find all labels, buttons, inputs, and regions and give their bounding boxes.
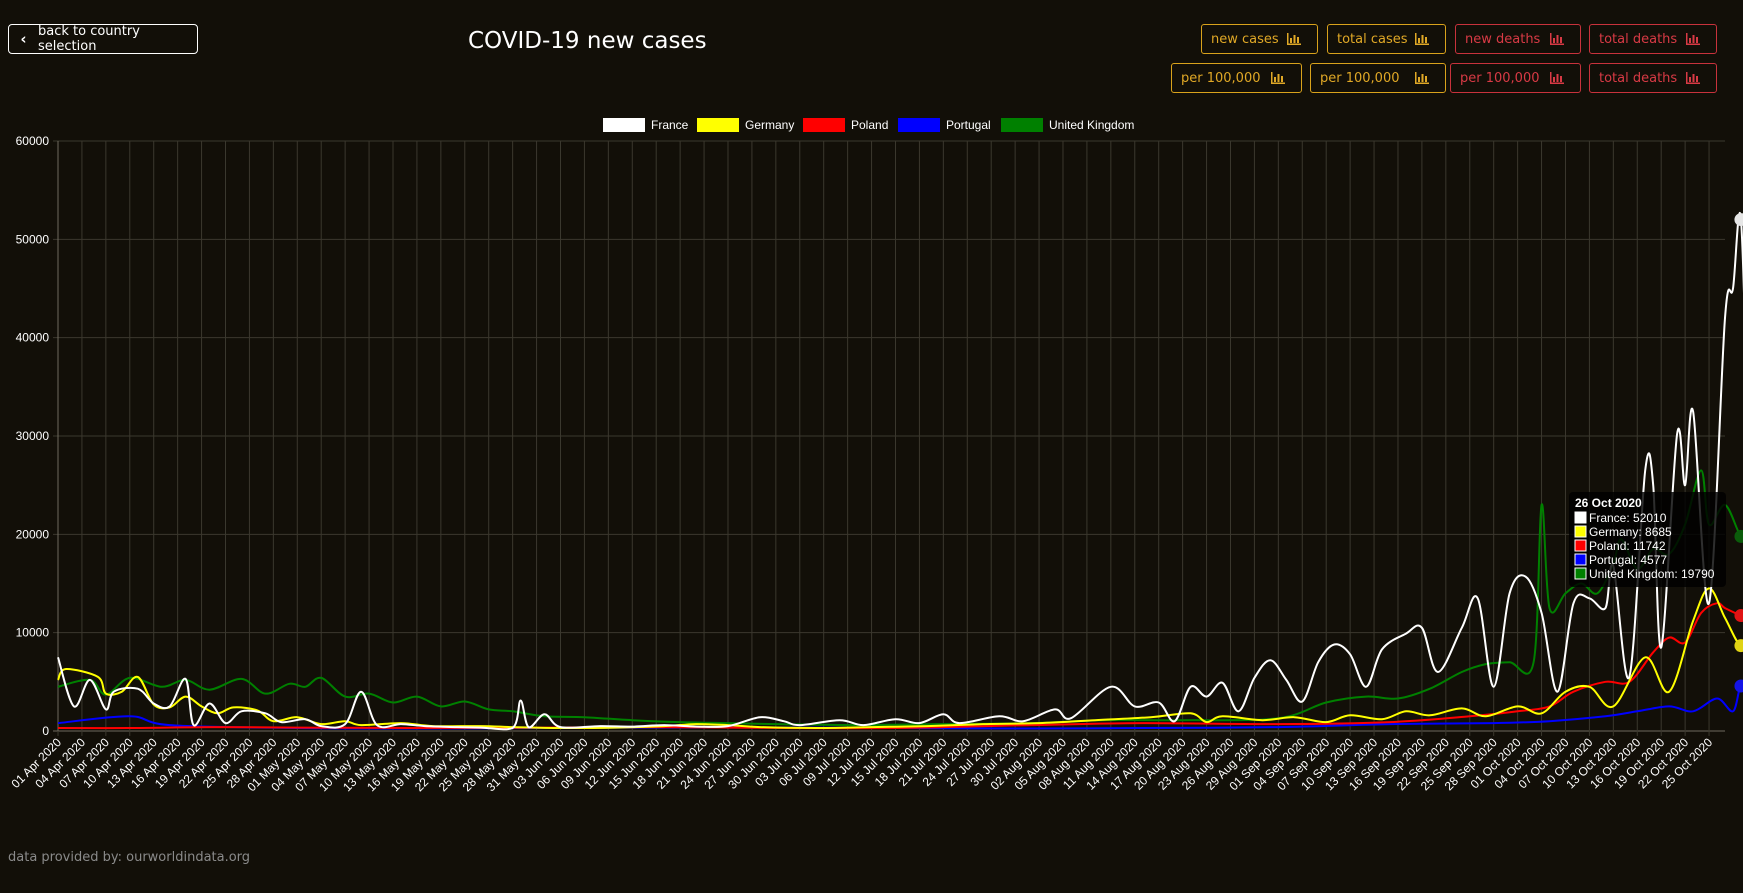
- legend-label: United Kingdom: [1049, 118, 1134, 132]
- back-button[interactable]: ‹ back to country selection: [8, 24, 198, 54]
- metric-button-label: new cases: [1211, 31, 1279, 47]
- legend-swatch: [697, 118, 739, 132]
- y-tick-label: 0: [42, 724, 49, 738]
- metric-button-5[interactable]: per 100,000: [1310, 63, 1446, 93]
- tooltip-title: 26 Oct 2020: [1575, 496, 1642, 510]
- bar-chart-icon: [1271, 72, 1285, 84]
- metric-button-label: per 100,000: [1181, 70, 1261, 86]
- highlight-point: [1734, 609, 1743, 623]
- bar-chart-icon: [1686, 33, 1700, 45]
- legend-swatch: [1001, 118, 1043, 132]
- bar-chart-icon: [1686, 72, 1700, 84]
- y-tick-label: 60000: [16, 134, 50, 148]
- highlight-point: [1734, 529, 1743, 543]
- tooltip-swatch: [1574, 525, 1587, 538]
- tooltip-line: Portugal: 4577: [1589, 553, 1667, 567]
- series-line-germany: [57, 587, 1743, 730]
- series-line-france: [57, 212, 1743, 731]
- metric-button-label: new deaths: [1465, 31, 1541, 47]
- y-tick-label: 50000: [16, 232, 50, 246]
- series-line-poland: [57, 602, 1743, 730]
- bar-chart-icon: [1287, 33, 1301, 45]
- metric-button-6[interactable]: per 100,000: [1450, 63, 1581, 93]
- legend-swatch: [803, 118, 845, 132]
- metric-button-label: per 100,000: [1320, 70, 1400, 86]
- tooltip-swatch: [1574, 553, 1587, 566]
- metric-button-3[interactable]: total deaths: [1589, 24, 1717, 54]
- tooltip-line: Poland: 11742: [1589, 539, 1666, 553]
- y-tick-label: 20000: [16, 527, 50, 541]
- y-tick-label: 30000: [16, 429, 50, 443]
- metric-button-label: total cases: [1337, 31, 1408, 47]
- chevron-left-icon: ‹: [20, 30, 27, 48]
- metric-button-label: total deaths: [1599, 70, 1678, 86]
- tooltip-line: Germany: 8685: [1589, 525, 1672, 539]
- tooltip-line: France: 52010: [1589, 511, 1667, 525]
- page-title: COVID-19 new cases: [468, 28, 707, 54]
- data-source-footer: data provided by: ourworldindata.org: [8, 850, 251, 865]
- chart-tooltip: [1569, 492, 1726, 587]
- bar-chart-icon: [1415, 33, 1429, 45]
- tooltip-swatch: [1574, 567, 1587, 580]
- y-tick-label: 40000: [16, 331, 50, 345]
- bar-chart-icon: [1550, 33, 1564, 45]
- metric-button-label: total deaths: [1599, 31, 1678, 47]
- highlight-point: [1734, 213, 1743, 227]
- back-button-label: back to country selection: [38, 24, 140, 54]
- metric-button-label: per 100,000: [1460, 70, 1540, 86]
- bar-chart-icon: [1550, 72, 1564, 84]
- legend-label: Germany: [745, 118, 794, 132]
- metric-button-4[interactable]: per 100,000: [1171, 63, 1302, 93]
- legend-label: France: [651, 118, 689, 132]
- legend-label: Poland: [851, 118, 888, 132]
- metric-button-1[interactable]: total cases: [1327, 24, 1446, 54]
- highlight-point: [1734, 639, 1743, 653]
- metric-button-0[interactable]: new cases: [1201, 24, 1318, 54]
- legend-label: Portugal: [946, 118, 991, 132]
- tooltip-swatch: [1574, 539, 1587, 552]
- tooltip-line: United Kingdom: 19790: [1589, 567, 1715, 581]
- metric-button-7[interactable]: total deaths: [1589, 63, 1717, 93]
- series-line-united-kingdom: [57, 469, 1743, 727]
- metric-button-2[interactable]: new deaths: [1455, 24, 1581, 54]
- legend-swatch: [898, 118, 940, 132]
- tooltip-swatch: [1574, 511, 1587, 524]
- y-tick-label: 10000: [16, 626, 50, 640]
- bar-chart-icon: [1415, 72, 1429, 84]
- highlight-point: [1734, 679, 1743, 693]
- legend-swatch: [603, 118, 645, 132]
